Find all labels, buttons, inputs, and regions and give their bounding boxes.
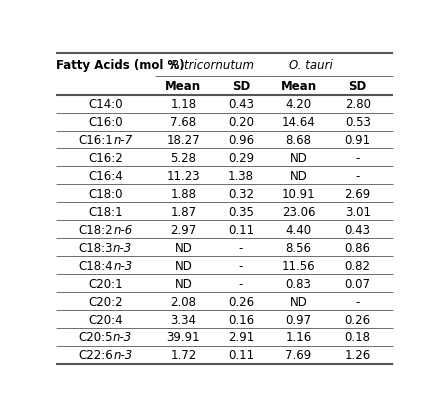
Text: 8.56: 8.56 [285, 241, 312, 254]
Text: C20:4: C20:4 [88, 313, 123, 326]
Text: C22:6: C22:6 [78, 348, 113, 362]
Text: P. tricornutum: P. tricornutum [170, 58, 253, 72]
Text: ND: ND [174, 259, 192, 272]
Text: n-3: n-3 [113, 348, 132, 362]
Text: 0.11: 0.11 [228, 223, 254, 236]
Text: 11.23: 11.23 [166, 169, 200, 182]
Text: 0.20: 0.20 [228, 116, 254, 129]
Text: 0.35: 0.35 [228, 205, 254, 218]
Text: 39.91: 39.91 [166, 330, 200, 344]
Text: 1.18: 1.18 [170, 98, 196, 111]
Text: O. tauri: O. tauri [289, 58, 333, 72]
Text: ND: ND [290, 169, 307, 182]
Text: C16:0: C16:0 [88, 116, 123, 129]
Text: C18:1: C18:1 [88, 205, 123, 218]
Text: Mean: Mean [165, 79, 201, 92]
Text: 1.16: 1.16 [285, 330, 312, 344]
Text: 1.38: 1.38 [228, 169, 254, 182]
Text: ND: ND [290, 152, 307, 164]
Text: 0.53: 0.53 [345, 116, 371, 129]
Text: ND: ND [290, 295, 307, 308]
Text: 7.69: 7.69 [285, 348, 312, 362]
Text: ND: ND [174, 277, 192, 290]
Text: 1.26: 1.26 [345, 348, 371, 362]
Text: 0.26: 0.26 [228, 295, 254, 308]
Text: n-3: n-3 [113, 259, 132, 272]
Text: 0.97: 0.97 [285, 313, 312, 326]
Text: 1.88: 1.88 [170, 187, 196, 200]
Text: 14.64: 14.64 [281, 116, 316, 129]
Text: 18.27: 18.27 [166, 134, 200, 147]
Text: 3.34: 3.34 [170, 313, 196, 326]
Text: n-3: n-3 [113, 330, 132, 344]
Text: 5.28: 5.28 [170, 152, 196, 164]
Text: -: - [356, 295, 360, 308]
Text: 11.56: 11.56 [282, 259, 315, 272]
Text: C16:1: C16:1 [78, 134, 113, 147]
Text: 2.91: 2.91 [228, 330, 254, 344]
Text: n-7: n-7 [113, 134, 132, 147]
Text: 0.82: 0.82 [345, 259, 371, 272]
Text: 7.68: 7.68 [170, 116, 196, 129]
Text: 2.80: 2.80 [345, 98, 371, 111]
Text: C18:3: C18:3 [79, 241, 113, 254]
Text: 0.43: 0.43 [228, 98, 254, 111]
Text: -: - [239, 259, 243, 272]
Text: -: - [356, 169, 360, 182]
Text: -: - [239, 241, 243, 254]
Text: C20:1: C20:1 [88, 277, 123, 290]
Text: C18:2: C18:2 [79, 223, 113, 236]
Text: C18:0: C18:0 [88, 187, 123, 200]
Text: SD: SD [349, 79, 367, 92]
Text: 4.20: 4.20 [285, 98, 312, 111]
Text: 1.72: 1.72 [170, 348, 197, 362]
Text: 0.29: 0.29 [228, 152, 254, 164]
Text: C16:4: C16:4 [88, 169, 123, 182]
Text: C20:5: C20:5 [79, 330, 113, 344]
Text: 3.01: 3.01 [345, 205, 371, 218]
Text: C18:4: C18:4 [79, 259, 113, 272]
Text: SD: SD [232, 79, 250, 92]
Text: -: - [356, 152, 360, 164]
Text: 0.86: 0.86 [345, 241, 371, 254]
Text: n-6: n-6 [113, 223, 132, 236]
Text: 23.06: 23.06 [282, 205, 315, 218]
Text: 2.69: 2.69 [345, 187, 371, 200]
Text: 0.32: 0.32 [228, 187, 254, 200]
Text: 0.16: 0.16 [228, 313, 254, 326]
Text: 0.83: 0.83 [285, 277, 312, 290]
Text: 4.40: 4.40 [285, 223, 312, 236]
Text: 10.91: 10.91 [282, 187, 315, 200]
Text: 2.97: 2.97 [170, 223, 197, 236]
Text: C16:2: C16:2 [88, 152, 123, 164]
Text: C14:0: C14:0 [88, 98, 123, 111]
Text: C20:2: C20:2 [88, 295, 123, 308]
Text: Fatty Acids (mol %): Fatty Acids (mol %) [56, 58, 185, 72]
Text: 2.08: 2.08 [170, 295, 196, 308]
Text: Mean: Mean [281, 79, 316, 92]
Text: 0.43: 0.43 [345, 223, 371, 236]
Text: 8.68: 8.68 [285, 134, 312, 147]
Text: 0.18: 0.18 [345, 330, 371, 344]
Text: ND: ND [174, 241, 192, 254]
Text: -: - [239, 277, 243, 290]
Text: 0.26: 0.26 [345, 313, 371, 326]
Text: 0.96: 0.96 [228, 134, 254, 147]
Text: 0.11: 0.11 [228, 348, 254, 362]
Text: 0.91: 0.91 [345, 134, 371, 147]
Text: 1.87: 1.87 [170, 205, 196, 218]
Text: n-3: n-3 [113, 241, 132, 254]
Text: 0.07: 0.07 [345, 277, 371, 290]
